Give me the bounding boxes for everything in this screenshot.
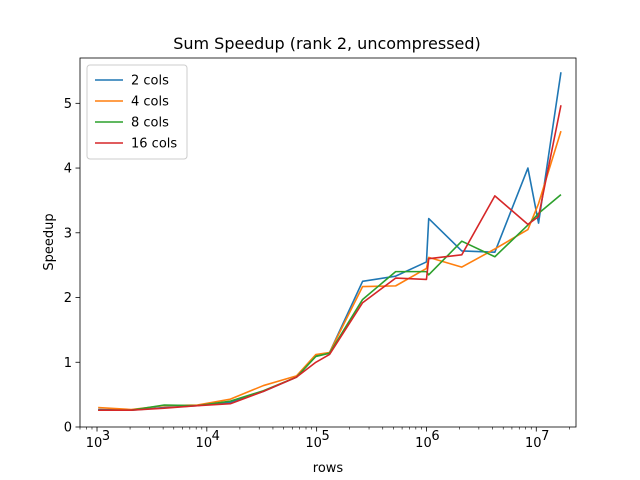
- legend-box: [86, 64, 188, 160]
- y-tick-label-5: 5: [64, 97, 72, 112]
- series-line-3: [98, 105, 562, 411]
- legend-label-2: 8 cols: [131, 116, 169, 131]
- x-tick-label-3: 10: [415, 436, 432, 451]
- y-tick-label-0: 0: [64, 421, 72, 436]
- x-tick-exp-1: 4: [212, 429, 220, 444]
- legend-label-0: 2 cols: [131, 74, 169, 89]
- x-axis-label: rows: [313, 461, 344, 476]
- y-tick-label-3: 3: [64, 226, 72, 241]
- y-axis: 0 1 2 3 4 5: [64, 97, 80, 436]
- x-tick-exp-3: 6: [431, 429, 439, 444]
- y-tick-label-4: 4: [64, 162, 72, 177]
- y-tick-label-2: 2: [64, 291, 72, 306]
- y-tick-label-1: 1: [64, 356, 72, 371]
- series-layer: [98, 72, 562, 411]
- chart-title: Sum Speedup (rank 2, uncompressed): [173, 34, 481, 53]
- x-axis: 10 3 10 4 10 5 10 6 10 7: [79, 427, 570, 451]
- x-tick-label-0: 10: [86, 436, 103, 451]
- y-axis-label: Speedup: [42, 213, 57, 270]
- x-tick-label-4: 10: [525, 436, 542, 451]
- x-tick-label-1: 10: [196, 436, 213, 451]
- legend-label-3: 16 cols: [131, 137, 177, 152]
- x-tick-exp-0: 3: [102, 429, 110, 444]
- legend: 2 cols 4 cols 8 cols 16 cols: [86, 64, 188, 160]
- x-tick-exp-2: 5: [322, 429, 330, 444]
- x-tick-label-2: 10: [305, 436, 322, 451]
- x-tick-exp-4: 7: [541, 429, 549, 444]
- legend-label-1: 4 cols: [131, 95, 169, 110]
